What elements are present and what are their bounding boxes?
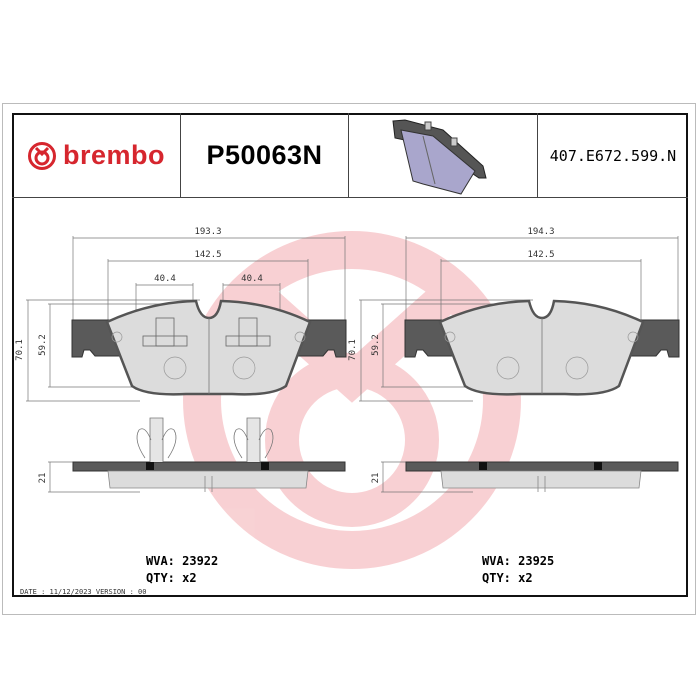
mounting-hole — [232, 356, 256, 380]
reference-code-cell: 407.E672.599.N — [538, 113, 688, 198]
side-view-slot — [204, 476, 213, 492]
product-image-cell — [349, 113, 538, 198]
brake-pad-3d-icon — [392, 118, 487, 195]
dim-friction-height: 59.2 — [38, 334, 48, 356]
brand-name: brembo — [62, 140, 165, 170]
side-view-backing-plate — [405, 461, 679, 472]
mounting-hole — [294, 331, 306, 343]
header-divider — [12, 197, 688, 198]
pad-drawing-left — [26, 236, 347, 493]
side-view-clip-anchor — [146, 462, 154, 470]
side-view-spring-wire — [161, 428, 177, 459]
spring-clip-arms — [225, 335, 271, 347]
side-view-friction — [107, 470, 309, 489]
drawing-frame — [12, 113, 688, 597]
friction-material — [438, 299, 645, 396]
dim-friction-width: 142.5 — [194, 250, 221, 260]
dimension-labels: 193.3 142.5 40.4 40.4 70.1 59.2 21 194.3… — [15, 227, 555, 483]
wva-number: WVA: 23925 — [482, 554, 555, 568]
dimension-line-overall-height — [359, 299, 533, 402]
dim-friction-height: 59.2 — [371, 334, 381, 356]
part-number-cell: P50063N — [181, 113, 349, 198]
pad-drawing-right — [359, 236, 680, 493]
side-view-clip-anchor — [261, 462, 269, 470]
pad-info-left: WVA: 23922 QTY: x2 — [146, 553, 218, 587]
spring-clip-arms — [142, 335, 188, 347]
side-view-friction — [440, 470, 642, 489]
dim-thickness: 21 — [38, 473, 48, 484]
side-view-spring-wire — [233, 428, 249, 459]
dim-overall-width: 193.3 — [194, 227, 221, 237]
side-view-clip-anchor — [479, 462, 487, 470]
brembo-logo-icon — [27, 141, 56, 170]
mounting-hole — [565, 356, 589, 380]
mounting-hole — [444, 331, 456, 343]
reference-code: 407.E672.599.N — [549, 146, 677, 165]
side-view-spring-clip — [246, 417, 261, 462]
mounting-hole — [627, 331, 639, 343]
dim-overall-height: 70.1 — [348, 339, 358, 361]
side-view-clip-anchor — [594, 462, 602, 470]
drawing-sheet — [2, 103, 696, 615]
dim-sensor-offset-right: 40.4 — [241, 274, 263, 284]
friction-material — [105, 299, 312, 396]
mounting-hole — [163, 356, 187, 380]
part-number: P50063N — [206, 140, 323, 170]
dim-overall-height: 70.1 — [15, 339, 25, 361]
mounting-hole — [111, 331, 123, 343]
brembo-logo-watermark — [183, 231, 521, 569]
dim-sensor-offset-left: 40.4 — [154, 274, 176, 284]
pad-info-right: WVA: 23925 QTY: x2 — [482, 553, 554, 587]
quantity: QTY: x2 — [482, 571, 533, 585]
dimension-line-overall-width — [405, 236, 679, 320]
side-view-spring-wire — [136, 428, 152, 459]
brand-cell: brembo — [12, 113, 181, 198]
dim-overall-width: 194.3 — [527, 227, 554, 237]
side-view-spring-clip — [149, 417, 164, 462]
dimension-line-friction-width — [440, 259, 642, 322]
date-version-footer: DATE : 11/12/2023 VERSION : 00 — [20, 588, 147, 596]
dim-friction-width: 142.5 — [527, 250, 554, 260]
side-view-spring-wire — [258, 428, 274, 459]
dim-thickness: 21 — [371, 473, 381, 484]
dimension-line-friction-width — [107, 259, 309, 322]
brembo-logo: brembo — [27, 140, 165, 171]
wva-number: WVA: 23922 — [146, 554, 219, 568]
side-view-backing-plate — [72, 461, 346, 472]
quantity: QTY: x2 — [146, 571, 197, 585]
dimension-line-overall-width — [72, 236, 346, 320]
side-view-slot — [537, 476, 546, 492]
dimension-line-overall-height — [26, 299, 200, 402]
mounting-hole — [496, 356, 520, 380]
